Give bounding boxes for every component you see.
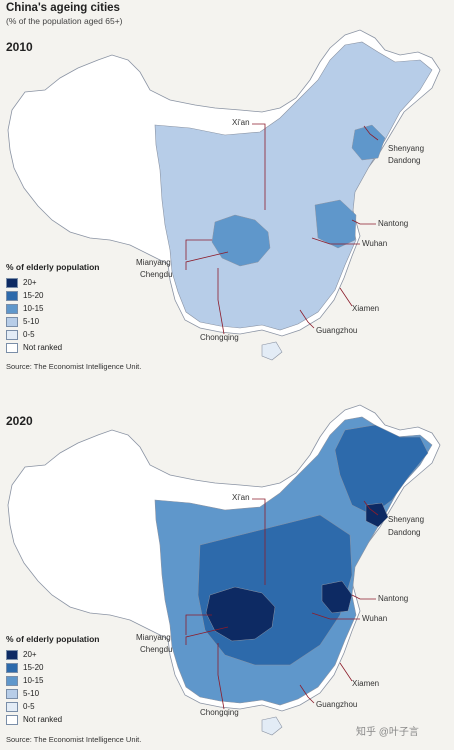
legend-label: 10-15 (23, 676, 44, 685)
legend-item: 20+ (6, 276, 100, 289)
legend-swatch (6, 688, 18, 699)
legend-label: 15-20 (23, 291, 44, 300)
city-label-shenyang-2010: Shenyang (388, 144, 425, 153)
year-label-2020: 2020 (6, 414, 33, 428)
map-2020 (7, 404, 441, 736)
legend-label: 15-20 (23, 663, 44, 672)
legend-swatch (6, 662, 18, 673)
legend-swatch (6, 649, 18, 660)
legend-swatch (6, 303, 18, 314)
city-label-wuhan-2020: Wuhan (362, 614, 388, 623)
map-2010 (7, 29, 441, 361)
source-note-2020: Source: The Economist Intelligence Unit. (6, 735, 142, 744)
chart-title: China's ageing cities (6, 2, 120, 14)
legend-item: 10-15 (6, 674, 100, 687)
legend-item: 15-20 (6, 661, 100, 674)
legend-label: 0-5 (23, 702, 35, 711)
east-region-2010 (154, 41, 433, 331)
leader-lines-2020 (185, 498, 379, 710)
legend-label: 5-10 (23, 317, 40, 326)
legend-label: 20+ (23, 278, 37, 287)
city-label-wuhan-2010: Wuhan (362, 239, 388, 248)
year-label-2010: 2010 (6, 40, 33, 54)
legend-item: 5-10 (6, 687, 100, 700)
watermark: 知乎 @叶子言 (356, 727, 419, 738)
legend-swatch (6, 316, 18, 327)
legend-item: 5-10 (6, 315, 100, 328)
source-note-2010: Source: The Economist Intelligence Unit. (6, 362, 142, 371)
legend-label: 5-10 (23, 689, 40, 698)
northeast-2020 (334, 424, 429, 516)
hainan-2010 (261, 341, 283, 361)
legend-item: 20+ (6, 648, 100, 661)
city-label-dandong-2010: Dandong (388, 156, 421, 165)
city-label-mianyang-2020: Mianyang (136, 633, 171, 642)
city-label-guangzhou-2020: Guangzhou (316, 700, 358, 709)
city-label-mianyang-2010: Mianyang (136, 258, 171, 267)
city-label-nantong-2010: Nantong (378, 219, 409, 228)
hainan-2020 (261, 716, 283, 736)
city-label-nantong-2020: Nantong (378, 594, 409, 603)
sichuan-basin-2010 (211, 214, 271, 267)
legend-item: Not ranked (6, 341, 100, 354)
yangtze-delta-2010 (314, 199, 357, 249)
legend-label: 20+ (23, 650, 37, 659)
city-label-guangzhou-2010: Guangzhou (316, 326, 358, 335)
legend-swatch (6, 290, 18, 301)
leader-lines-2010 (185, 123, 379, 335)
liaoning-2020 (365, 502, 389, 528)
city-label-xian-2010: Xi'an (232, 118, 250, 127)
legend-2020: % of elderly population 20+ 15-20 10-15 … (6, 634, 100, 726)
legend-label: 0-5 (23, 330, 35, 339)
legend-swatch (6, 277, 18, 288)
legend-title: % of elderly population (6, 262, 100, 272)
legend-swatch (6, 329, 18, 340)
city-label-chongqing-2010: Chongqing (200, 333, 239, 342)
city-label-xiamen-2020: Xiamen (352, 679, 380, 688)
legend-label: 10-15 (23, 304, 44, 313)
legend-title: % of elderly population (6, 634, 100, 644)
legend-item: Not ranked (6, 713, 100, 726)
chart-subtitle: (% of the population aged 65+) (6, 16, 123, 26)
city-label-shenyang-2020: Shenyang (388, 515, 425, 524)
legend-label: Not ranked (23, 343, 63, 352)
legend-swatch (6, 701, 18, 712)
legend-item: 10-15 (6, 302, 100, 315)
legend-label: Not ranked (23, 715, 63, 724)
yangtze-delta-2020 (321, 580, 353, 614)
legend-swatch (6, 342, 18, 353)
northeast-patch-2010 (351, 124, 386, 161)
city-label-chongqing-2020: Chongqing (200, 708, 239, 717)
city-label-dandong-2020: Dandong (388, 528, 421, 537)
city-label-xian-2020: Xi'an (232, 493, 250, 502)
legend-2010: % of elderly population 20+ 15-20 10-15 … (6, 262, 100, 354)
legend-item: 15-20 (6, 289, 100, 302)
city-label-chengdu-2020: Chengdu (140, 645, 173, 654)
legend-item: 0-5 (6, 700, 100, 713)
sichuan-chongqing-2020 (205, 586, 276, 642)
legend-swatch (6, 675, 18, 686)
city-label-chengdu-2010: Chengdu (140, 270, 173, 279)
legend-swatch (6, 714, 18, 725)
legend-item: 0-5 (6, 328, 100, 341)
city-label-xiamen-2010: Xiamen (352, 304, 380, 313)
